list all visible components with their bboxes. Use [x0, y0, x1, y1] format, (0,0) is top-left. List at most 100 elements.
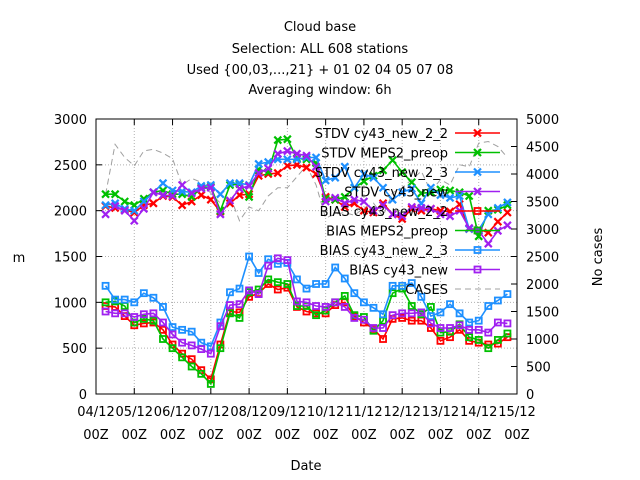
data-point-stroke — [177, 180, 187, 190]
data-point-stroke — [388, 195, 397, 204]
data-point-stroke — [350, 195, 359, 204]
data-point-stroke — [407, 202, 417, 212]
data-point — [120, 309, 129, 318]
data-point-stroke — [196, 181, 206, 191]
data-point — [503, 290, 512, 298]
data-point — [216, 210, 225, 219]
y-axis-label: m — [13, 251, 26, 266]
data-point — [168, 344, 177, 353]
data-point-stroke — [129, 206, 139, 215]
data-point — [331, 298, 340, 307]
series-8 — [105, 140, 508, 222]
data-point — [139, 289, 148, 298]
data-point — [178, 353, 187, 362]
y2-tick-label: 1500 — [526, 306, 559, 321]
data-point — [446, 324, 454, 332]
data-point — [283, 280, 292, 288]
data-point-stroke — [417, 188, 426, 198]
data-point-stroke — [302, 163, 311, 172]
series-line — [105, 257, 508, 355]
data-point — [426, 204, 436, 214]
data-point-stroke — [503, 208, 512, 217]
x-tick-label: 12/12 — [383, 405, 420, 420]
data-point-stroke — [139, 204, 149, 214]
data-point-stroke — [254, 168, 263, 178]
data-point-stroke — [283, 155, 292, 164]
data-point — [503, 319, 512, 328]
data-point — [254, 269, 263, 277]
data-point — [473, 226, 482, 235]
y2-tick-label: 5000 — [526, 113, 559, 128]
data-point-stroke — [388, 155, 397, 165]
data-point — [388, 155, 397, 165]
data-point — [120, 204, 129, 214]
data-point-stroke — [436, 190, 445, 200]
data-point — [388, 210, 397, 219]
data-point-stroke — [330, 173, 340, 182]
legend-item: STDV cy43_new_2_3 — [315, 166, 500, 181]
data-point-stroke — [445, 186, 455, 195]
data-point — [378, 166, 388, 175]
data-point — [177, 180, 187, 190]
data-point — [263, 164, 273, 173]
legend-label: STDV cy43_new_2_2 — [315, 127, 448, 142]
data-point — [397, 188, 407, 197]
data-point — [474, 316, 483, 325]
data-point-stroke — [473, 128, 482, 138]
data-point — [283, 161, 292, 171]
data-point-stroke — [177, 187, 187, 196]
data-point-stroke — [359, 177, 369, 186]
data-point — [139, 319, 148, 328]
x-tick-label-hour: 00Z — [236, 428, 262, 443]
data-point — [436, 210, 445, 219]
data-point-stroke — [235, 184, 244, 193]
x-tick-label: 04/12 — [77, 405, 114, 420]
data-point-stroke — [120, 197, 129, 206]
data-point-stroke — [302, 151, 311, 160]
x-tick-label: 05/12 — [116, 405, 153, 420]
data-point — [397, 167, 407, 177]
data-point — [311, 162, 321, 171]
data-point — [245, 286, 253, 295]
data-point — [493, 336, 502, 344]
data-point — [139, 310, 148, 319]
x-tick-label: 11/12 — [345, 405, 382, 420]
y2-tick-label: 3000 — [526, 223, 559, 238]
data-point — [159, 325, 167, 334]
data-point — [187, 327, 196, 336]
data-point — [379, 324, 387, 332]
series-line — [104, 254, 508, 348]
data-point — [340, 274, 349, 283]
data-point-stroke — [196, 184, 206, 193]
data-point-stroke — [397, 167, 407, 177]
legend-item: STDV MEPS2_preop — [321, 147, 500, 162]
data-point — [159, 335, 167, 343]
data-point — [426, 324, 435, 332]
data-point — [350, 183, 359, 193]
data-point — [206, 380, 215, 388]
data-point — [473, 167, 482, 177]
data-point — [206, 183, 216, 193]
data-point-stroke — [378, 166, 388, 175]
data-point — [340, 192, 350, 202]
data-point — [350, 289, 359, 298]
data-point-stroke — [330, 193, 340, 203]
data-point — [101, 307, 110, 316]
data-point — [254, 159, 263, 169]
series-layer — [101, 134, 512, 388]
data-point — [417, 308, 426, 317]
data-point — [503, 208, 512, 217]
data-point — [350, 195, 359, 204]
legend-item: BIAS MEPS2_preop — [326, 225, 500, 240]
data-point — [225, 178, 235, 188]
data-point — [139, 204, 149, 214]
legend-item: STDV cy43_new — [344, 186, 500, 201]
data-point-stroke — [225, 178, 235, 188]
data-point — [350, 314, 359, 322]
data-point — [417, 188, 426, 198]
data-point-stroke — [187, 188, 196, 198]
data-point — [360, 315, 368, 324]
data-point — [235, 284, 244, 293]
x-tick-label: 13/12 — [422, 405, 459, 420]
x-tick-label: 10/12 — [307, 405, 344, 420]
